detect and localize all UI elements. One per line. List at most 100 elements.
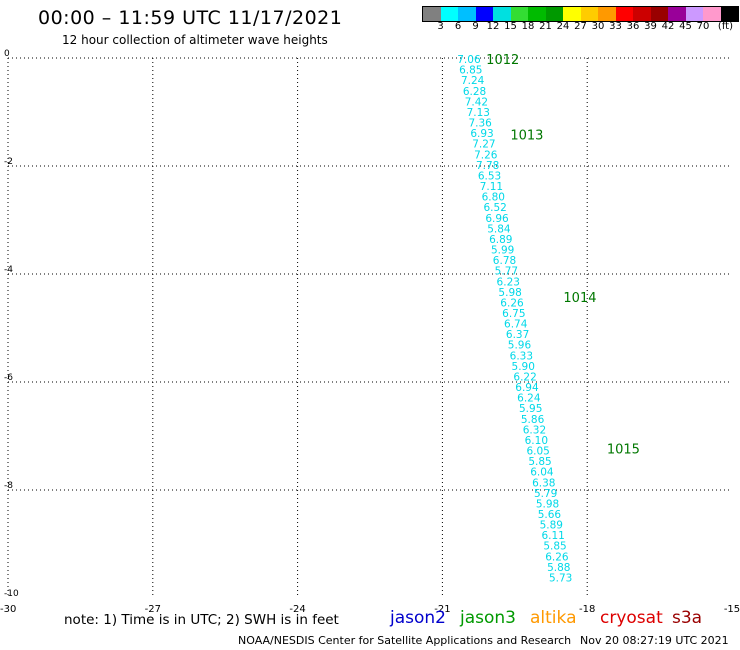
wave-height-label: 5.98 bbox=[536, 498, 559, 510]
wave-height-label: 7.06 bbox=[457, 54, 481, 66]
wave-height-label: 6.26 bbox=[500, 297, 524, 309]
color-swatch bbox=[598, 7, 616, 21]
y-tick-label: -10 bbox=[4, 589, 19, 599]
legend-jason2: jason2 bbox=[390, 608, 446, 628]
color-swatch bbox=[423, 7, 441, 21]
credit-text: NOAA/NESDIS Center for Satellite Applica… bbox=[238, 634, 572, 647]
wave-height-label: 7.78 bbox=[476, 160, 499, 172]
color-scale-label: 3 bbox=[437, 21, 444, 32]
color-swatch bbox=[685, 7, 703, 21]
x-tick-label: -24 bbox=[289, 604, 305, 615]
color-scale-label: 45 bbox=[679, 21, 692, 32]
wave-height-label: 6.11 bbox=[541, 530, 564, 542]
wave-height-label: 6.75 bbox=[502, 308, 525, 320]
color-swatch bbox=[510, 7, 528, 21]
time-label: 1012 bbox=[486, 53, 519, 68]
wave-height-label: 6.37 bbox=[506, 329, 529, 341]
color-scale-label: 33 bbox=[609, 21, 622, 32]
color-swatch bbox=[493, 7, 511, 21]
wave-height-label: 7.24 bbox=[461, 75, 485, 87]
color-swatch bbox=[703, 7, 721, 21]
time-label: 1014 bbox=[563, 291, 596, 306]
color-scale-label: 42 bbox=[661, 21, 675, 32]
legend-altika: altika bbox=[530, 608, 577, 628]
color-swatch bbox=[580, 7, 598, 21]
wave-height-label: 6.94 bbox=[515, 382, 539, 394]
wave-height-label: 7.26 bbox=[474, 149, 498, 161]
wave-height-label: 6.80 bbox=[482, 192, 505, 204]
y-tick-label: -4 bbox=[4, 265, 13, 275]
color-scale-label: 39 bbox=[644, 21, 657, 32]
color-swatch bbox=[633, 7, 651, 21]
y-tick-label: 0 bbox=[4, 49, 10, 59]
timestamp-text: Nov 20 08:27:19 UTC 2021 bbox=[580, 634, 729, 647]
legend-cryosat: cryosat bbox=[600, 608, 663, 628]
wave-height-label: 7.11 bbox=[480, 181, 503, 193]
wave-height-label: 6.32 bbox=[523, 424, 546, 436]
color-scale-label: 24 bbox=[556, 21, 570, 32]
wave-height-label: 7.36 bbox=[468, 118, 492, 130]
wave-height-label: 6.05 bbox=[526, 446, 549, 458]
wave-height-label: 5.77 bbox=[495, 266, 518, 278]
wave-height-label: 5.88 bbox=[547, 562, 570, 574]
color-scale-label: 18 bbox=[521, 21, 535, 32]
y-tick-label: -6 bbox=[4, 373, 13, 383]
x-tick-label: -21 bbox=[434, 604, 450, 615]
wave-height-label: 6.28 bbox=[463, 86, 486, 98]
wave-height-label: 5.98 bbox=[498, 287, 521, 299]
color-swatch bbox=[528, 7, 546, 21]
wave-height-label: 5.95 bbox=[519, 403, 542, 415]
wave-height-label: 6.33 bbox=[510, 350, 533, 362]
color-scale-label: 9 bbox=[472, 21, 479, 32]
color-swatch bbox=[458, 7, 476, 21]
wave-height-label: 7.27 bbox=[472, 139, 495, 151]
wave-height-label: 6.53 bbox=[478, 170, 501, 182]
x-tick-label: -30 bbox=[0, 604, 16, 615]
wave-height-label: 5.90 bbox=[512, 361, 535, 373]
legend-jason3: jason3 bbox=[460, 608, 516, 628]
color-scale-label: 36 bbox=[626, 21, 640, 32]
color-scale-label: 30 bbox=[591, 21, 605, 32]
wave-height-label: 6.10 bbox=[525, 435, 548, 447]
legend-s3a: s3a bbox=[672, 608, 703, 628]
color-swatch bbox=[563, 7, 581, 21]
wave-height-label: 5.96 bbox=[508, 340, 532, 352]
color-swatch bbox=[615, 7, 633, 21]
wave-height-label: 6.85 bbox=[459, 65, 482, 77]
color-swatch bbox=[475, 7, 493, 21]
color-scale-label: 70 bbox=[696, 21, 710, 32]
wave-height-label: 6.04 bbox=[530, 467, 554, 479]
y-tick-label: -8 bbox=[4, 481, 13, 491]
wave-height-label: 6.93 bbox=[470, 128, 493, 140]
wave-height-label: 5.89 bbox=[540, 520, 563, 532]
wave-height-label: 6.78 bbox=[493, 255, 516, 267]
x-tick-label: -15 bbox=[724, 604, 740, 615]
wave-height-label: 6.23 bbox=[497, 276, 520, 288]
wave-height-label: 7.13 bbox=[467, 107, 490, 119]
wave-height-label: 5.86 bbox=[521, 414, 545, 426]
color-scale-bar bbox=[422, 6, 739, 22]
wave-height-label: 5.85 bbox=[543, 541, 566, 553]
color-scale-label: 12 bbox=[486, 21, 500, 32]
color-scale-label: 21 bbox=[539, 21, 552, 32]
color-scale-label: 27 bbox=[574, 21, 587, 32]
wave-height-label: 6.38 bbox=[532, 477, 555, 489]
time-label: 1015 bbox=[607, 442, 640, 457]
page-subtitle: 12 hour collection of altimeter wave hei… bbox=[62, 33, 328, 47]
x-tick-label: -27 bbox=[145, 604, 161, 615]
color-scale-label: 6 bbox=[454, 21, 462, 32]
wave-height-label: 5.85 bbox=[528, 456, 551, 468]
color-swatch bbox=[440, 7, 458, 21]
color-swatch bbox=[650, 7, 668, 21]
page-title: 00:00 – 11:59 UTC 11/17/2021 bbox=[38, 7, 343, 29]
wave-height-label: 6.24 bbox=[517, 393, 541, 405]
wave-height-label: 5.84 bbox=[487, 223, 511, 235]
wave-height-label: 6.96 bbox=[485, 213, 509, 225]
wave-height-label: 6.89 bbox=[489, 234, 512, 246]
color-scale-label: 15 bbox=[504, 21, 517, 32]
color-swatch bbox=[720, 7, 738, 21]
wave-height-label: 6.74 bbox=[504, 319, 528, 331]
color-scale-unit: (ft) bbox=[717, 21, 733, 32]
wave-height-label: 7.42 bbox=[465, 96, 488, 108]
